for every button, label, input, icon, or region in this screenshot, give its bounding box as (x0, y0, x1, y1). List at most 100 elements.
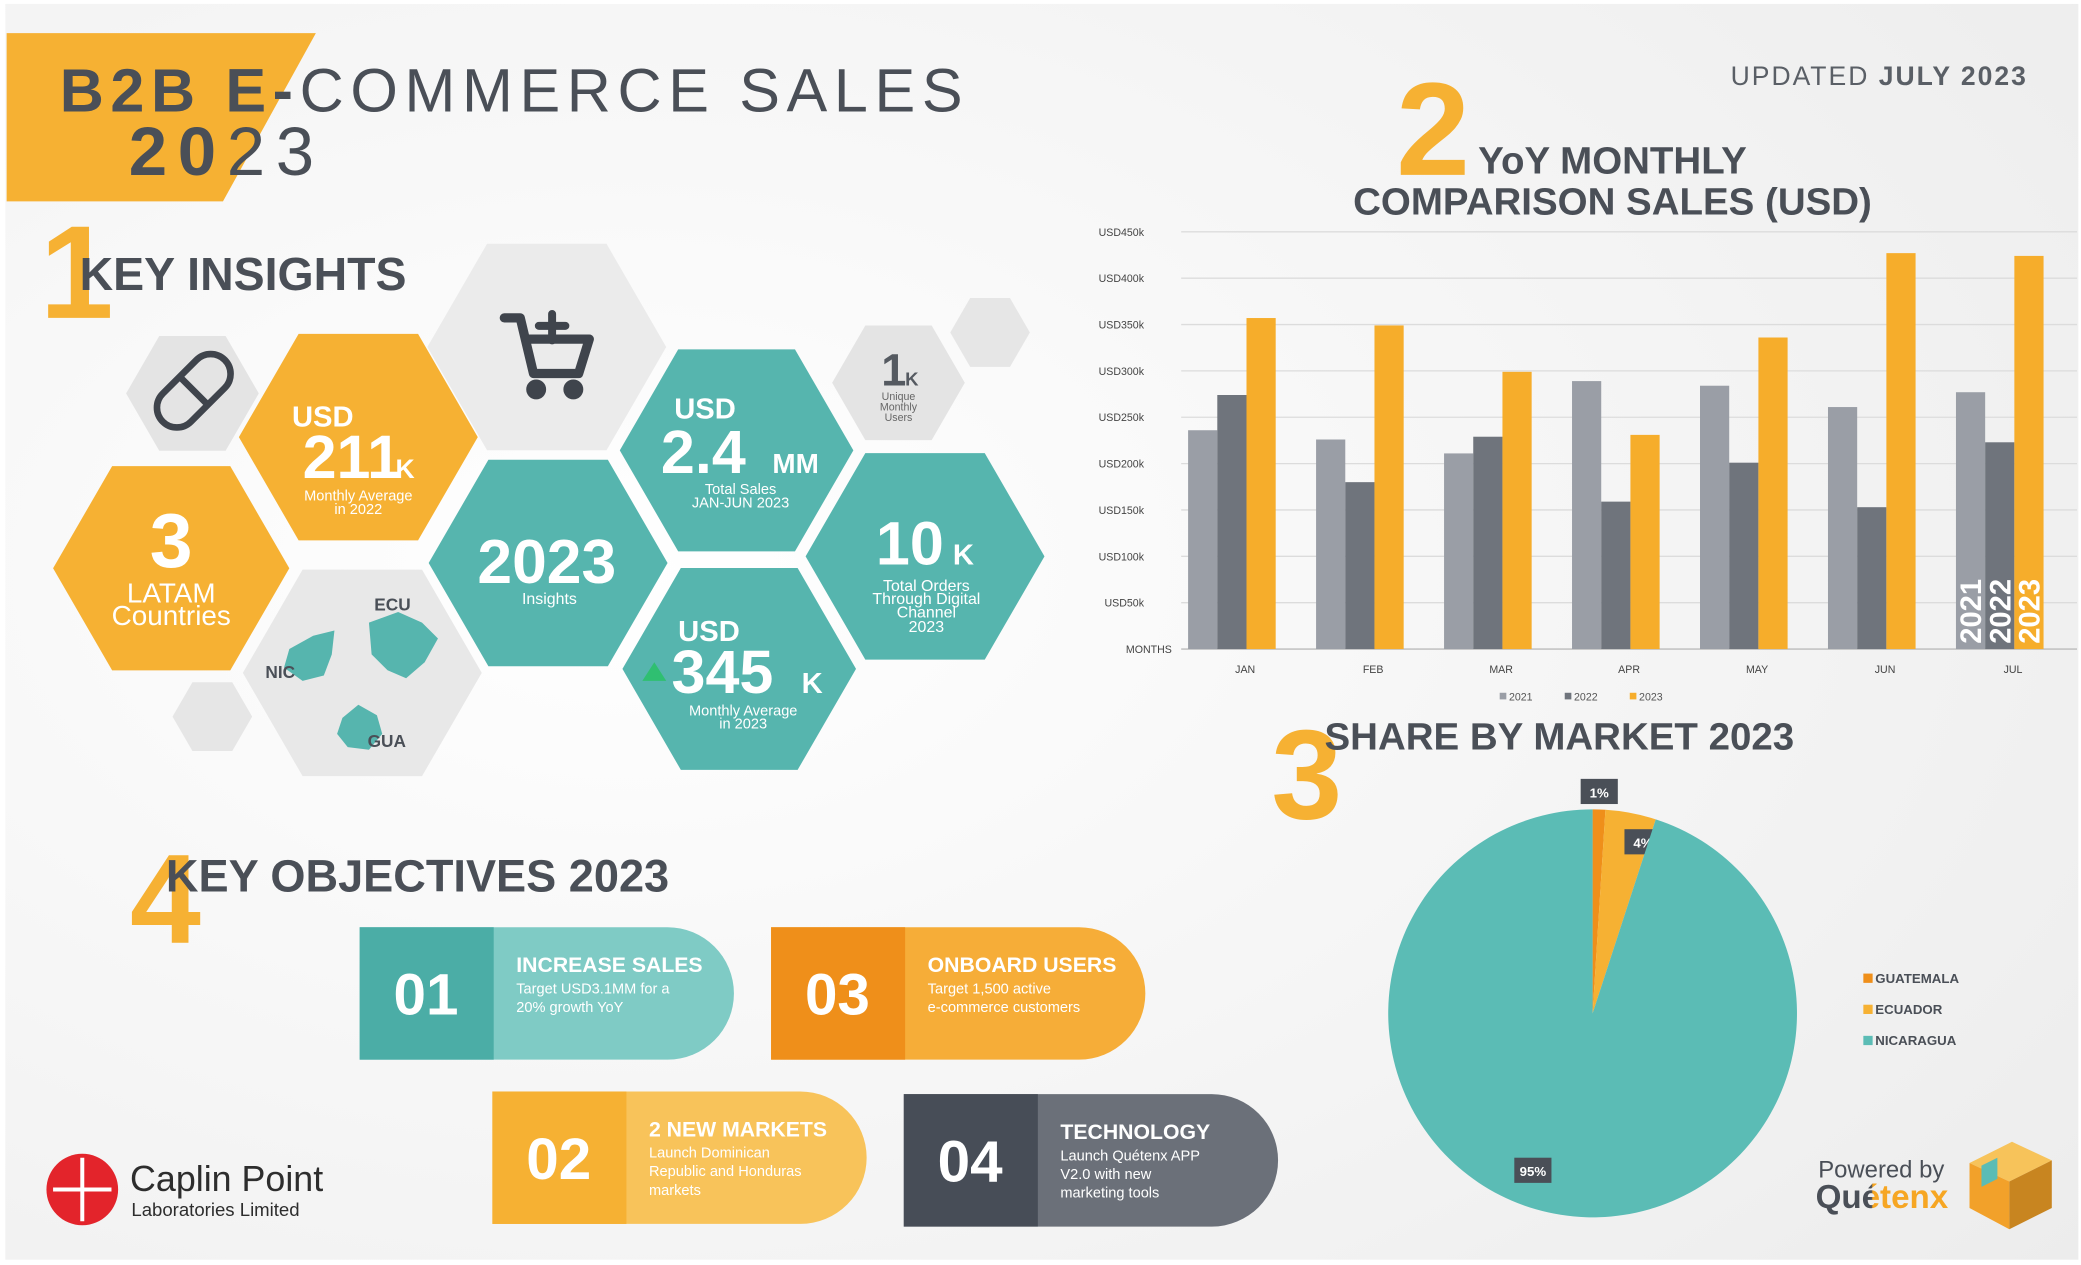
insight-caption: Channel (897, 604, 956, 621)
x-tick-label: MAY (1746, 664, 1768, 676)
powered-by: Powered by (1818, 1157, 1944, 1184)
insight-value: 1 (881, 345, 906, 396)
insight: USD 211 K Monthly Average in 2022 3 LATA… (112, 345, 981, 733)
objective-number-box (359, 927, 494, 1060)
bar-series-label: 2023 (2015, 579, 2047, 644)
insight-prefix: USD (678, 616, 740, 648)
x-tick-label: JAN (1235, 664, 1255, 676)
objective-text: Launch Dominican (649, 1146, 770, 1162)
y-tick-label: USD450k (1099, 227, 1145, 239)
objectives: 01 INCREASE SALES Target USD3.1MM for a 20%… (359, 927, 1279, 1227)
bar (1188, 430, 1218, 650)
title: B2B E-COMMERCE SALES (60, 56, 969, 124)
y-tick-label: USD50k (1105, 598, 1145, 610)
objective-title: 2 NEW MARKETS (649, 1119, 827, 1142)
pie-slice (1592, 809, 1606, 1014)
legend-label: GUATEMALA (1875, 971, 1959, 986)
objective-title: ONBOARD USERS (928, 954, 1117, 977)
hexagon (950, 298, 1030, 367)
chart-title: COMPARISON SALES (USD) (1353, 181, 1872, 224)
legend-swatch (1863, 1004, 1873, 1014)
objective-number: 04 (938, 1130, 1004, 1195)
hexagon (832, 325, 965, 441)
bar (1827, 407, 1858, 650)
country-label: NIC (265, 662, 295, 682)
bar-series-label: 2021 (1956, 579, 1988, 644)
insight-value: 345 (672, 638, 774, 706)
updated: UPDATED JULY 2023 (1731, 61, 2028, 91)
insight-caption: Unique (882, 391, 916, 403)
value-label-box (1514, 1157, 1552, 1183)
objective-text: markets (649, 1183, 701, 1199)
insight-caption: Through Digital (872, 591, 980, 608)
bar (1857, 507, 1887, 650)
objective-text: Target USD3.1MM for a (516, 981, 670, 997)
section-title: KEY INSIGHTS (80, 248, 407, 300)
bar (1985, 442, 2015, 650)
objective-number: 01 (394, 963, 459, 1028)
insight-unit: K (395, 454, 414, 484)
insight-caption: Countries (112, 600, 231, 631)
hexagon (172, 682, 253, 752)
company-name: Caplin Point (130, 1159, 323, 1199)
bar (1374, 325, 1404, 650)
chart-title: SHARE BY MARKET 2023 (1325, 716, 1795, 759)
bar (2014, 255, 2044, 650)
insight-unit: MM (772, 448, 818, 479)
legend-swatch (1564, 692, 1572, 700)
section-number: 2 (1396, 56, 1470, 204)
bar (1502, 371, 1532, 650)
bar (1444, 453, 1474, 650)
insight-value: 211 (303, 423, 401, 491)
pill-icon (153, 350, 234, 431)
bar (1886, 253, 1916, 650)
insight-caption: Monthly Average (689, 703, 797, 719)
x-axis-label: MONTHS (1126, 644, 1172, 656)
legend-label: 2021 (1509, 692, 1533, 704)
hexagon (242, 569, 482, 777)
objective-number-box (771, 927, 906, 1060)
objective-text: Target 1,500 active (928, 981, 1051, 997)
objective-text: e-commerce customers (928, 1000, 1080, 1016)
section-number: 4 (130, 828, 201, 970)
insight-prefix: USD (674, 394, 736, 426)
value-label: 1% (1590, 785, 1609, 800)
hexagon (238, 333, 478, 541)
hexagon (428, 459, 668, 667)
objective-number: 03 (805, 963, 870, 1028)
title-light: COMMERCE SALES (300, 56, 970, 124)
bar-series-label: 2022 (1985, 579, 2017, 644)
y-tick-label: USD250k (1099, 412, 1145, 424)
insight-caption: in 2023 (719, 717, 767, 733)
country-label: ECU (374, 595, 410, 615)
bar (1246, 318, 1276, 650)
objective-text: V2.0 with new (1060, 1167, 1151, 1183)
brand-cube (1969, 1141, 2052, 1230)
insight-unit: K (802, 668, 823, 700)
header-banner (6, 33, 316, 202)
objective-title: TECHNOLOGY (1060, 1121, 1210, 1144)
legend-label: 2023 (1639, 692, 1663, 704)
bar (1758, 337, 1788, 650)
insight-caption: in 2022 (334, 502, 382, 518)
title-bold: B2B E- (60, 56, 300, 124)
chart-title: YoY MONTHLY (1478, 140, 1747, 183)
bar (1345, 482, 1375, 650)
value-label: 95% (1520, 1164, 1547, 1179)
objective-text: Republic and Honduras (649, 1164, 802, 1180)
legend-label: ECUADOR (1875, 1002, 1942, 1017)
year-bold: 20 (129, 113, 227, 190)
objective-title: INCREASE SALES (516, 954, 702, 977)
y-tick-label: USD400k (1099, 273, 1145, 285)
insight-value: 10 (876, 509, 944, 577)
x-tick-label: FEB (1363, 664, 1384, 676)
y-tick-label: USD350k (1099, 320, 1145, 332)
objective-number-box (903, 1094, 1038, 1227)
bar (1473, 436, 1503, 650)
y-tick-label: USD150k (1099, 505, 1145, 517)
up-arrow (642, 662, 667, 681)
bar (1572, 381, 1602, 650)
hexagon (619, 349, 854, 552)
insight-prefix: USD (292, 402, 354, 434)
objective-text: marketing tools (1060, 1185, 1159, 1201)
